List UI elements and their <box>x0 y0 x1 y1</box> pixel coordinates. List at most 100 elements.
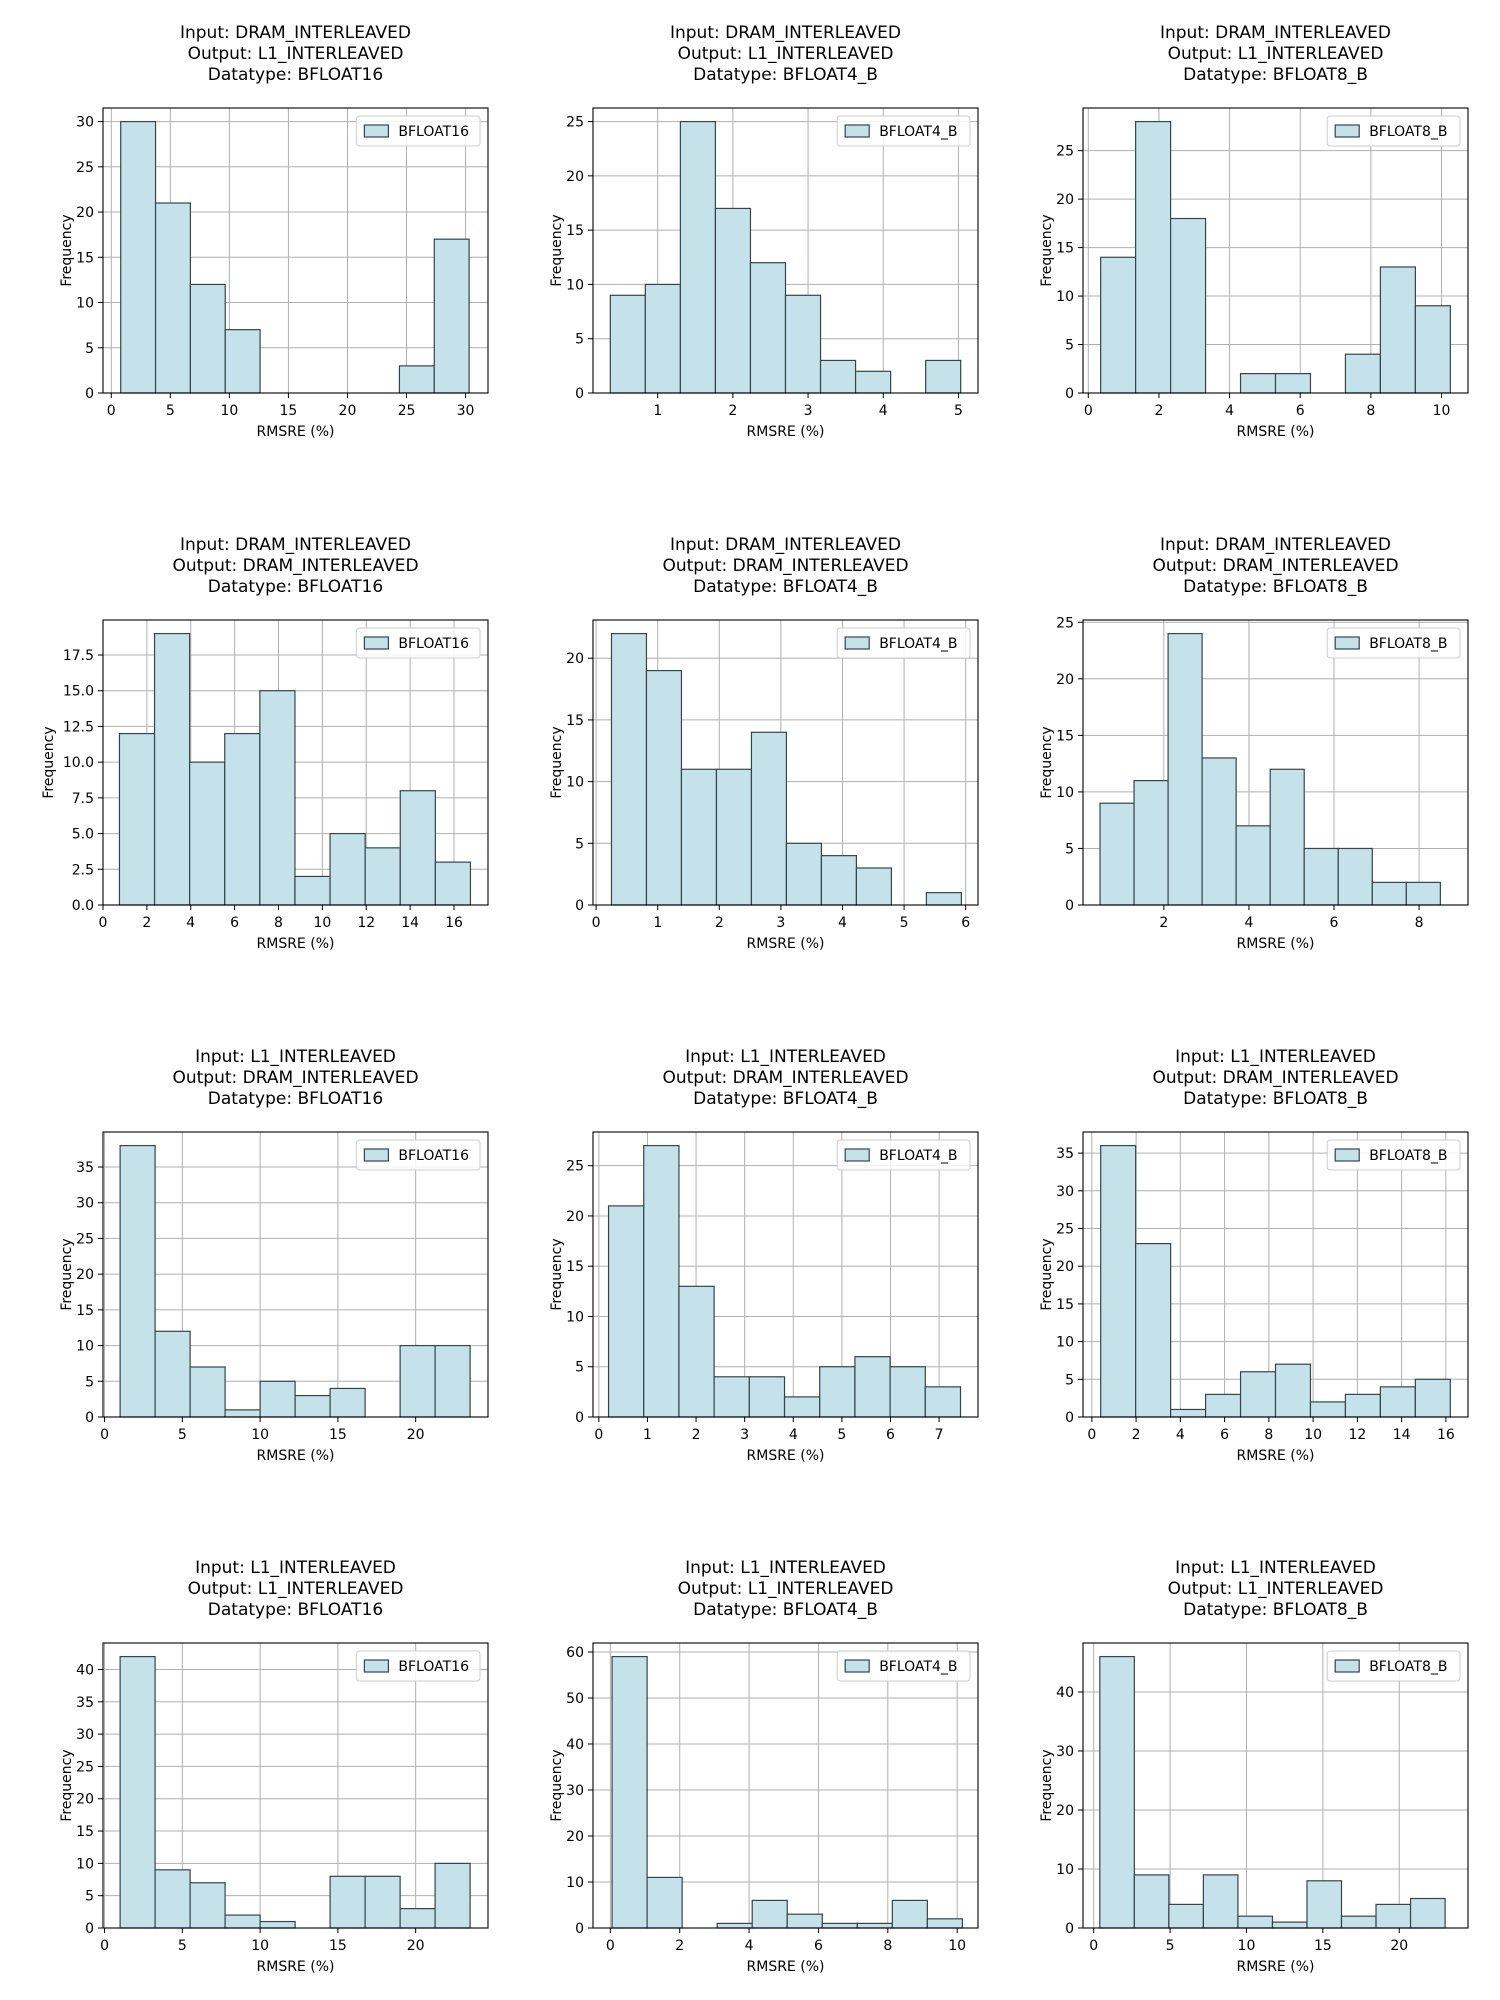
histogram-bar <box>154 1330 191 1418</box>
histogram-bar <box>819 359 857 394</box>
y-tick-label: 10 <box>76 296 94 312</box>
legend-box <box>1326 1650 1461 1682</box>
y-tick-label: 20 <box>566 1209 584 1225</box>
x-tick-label: 4 <box>1176 1427 1185 1443</box>
histogram-bar <box>154 202 191 394</box>
subplot-title-line: Datatype: BFLOAT4_B <box>693 1600 878 1620</box>
legend-box <box>836 1650 971 1682</box>
x-tick-label: 2 <box>1132 1427 1141 1443</box>
x-tick-label: 10 <box>1304 1427 1322 1443</box>
histogram-bar <box>294 1394 331 1418</box>
x-tick-label: 0 <box>100 1427 109 1443</box>
y-tick-label: 30 <box>76 115 94 131</box>
x-tick-label: 6 <box>1330 915 1339 931</box>
x-tick-label: 4 <box>838 915 847 931</box>
x-tick-label: 4 <box>1225 403 1234 419</box>
y-tick-label: 15 <box>566 1259 584 1275</box>
histogram-bar <box>1405 881 1441 906</box>
subplot-title-line: Input: L1_INTERLEAVED <box>685 1047 886 1067</box>
x-tick-label: 3 <box>740 1427 749 1443</box>
x-tick-label: 1 <box>653 915 662 931</box>
y-tick-label: 20 <box>566 651 584 667</box>
subplot-title-line: Input: DRAM_INTERLEAVED <box>180 535 411 555</box>
y-tick-label: 5 <box>575 836 584 852</box>
x-tick-label: 6 <box>230 915 239 931</box>
histogram-bar <box>609 294 646 394</box>
histogram-bar <box>926 1918 963 1929</box>
y-tick-label: 20 <box>76 205 94 221</box>
histogram-bar <box>364 847 401 906</box>
x-tick-label: 16 <box>445 915 463 931</box>
y-tick-label: 0 <box>85 1921 94 1937</box>
histogram-bar <box>329 1875 366 1929</box>
x-tick-label: 7 <box>935 1427 944 1443</box>
axes-frame <box>102 107 489 394</box>
y-tick-label: 10 <box>566 1875 584 1891</box>
y-axis-label: Frequency <box>59 1749 75 1821</box>
histogram-bar <box>1340 1915 1377 1929</box>
histogram-bar <box>679 120 717 394</box>
y-tick-label: 25 <box>76 1759 94 1775</box>
x-tick-label: 4 <box>879 403 888 419</box>
histogram-bar <box>189 1882 226 1929</box>
x-tick-label: 4 <box>789 1427 798 1443</box>
subplot-title-line: Output: L1_INTERLEAVED <box>678 44 894 64</box>
histogram-bar <box>1100 1144 1137 1418</box>
y-tick-label: 25 <box>1056 615 1074 631</box>
x-tick-label: 0 <box>592 915 601 931</box>
x-tick-label: 5 <box>954 403 963 419</box>
histogram-bar <box>1309 1401 1347 1418</box>
x-tick-label: 2 <box>1154 403 1163 419</box>
x-axis-label: RMSRE (%) <box>1237 424 1315 440</box>
y-axis-label: Frequency <box>549 1749 565 1821</box>
histogram-bar <box>1274 1363 1312 1418</box>
y-tick-label: 10 <box>566 277 584 293</box>
y-axis-label: Frequency <box>1039 214 1055 286</box>
histogram-bar <box>607 1205 645 1418</box>
x-tick-label: 6 <box>1220 1427 1229 1443</box>
x-tick-label: 2 <box>675 1938 684 1954</box>
x-tick-label: 2 <box>715 915 724 931</box>
x-tick-label: 3 <box>776 915 785 931</box>
histogram-bar <box>1337 847 1373 906</box>
axes-frame <box>1082 1131 1469 1418</box>
legend-label: BFLOAT8_B <box>1369 124 1447 140</box>
axes-frame <box>1082 107 1469 394</box>
x-axis-label: RMSRE (%) <box>1237 1959 1315 1975</box>
legend-label: BFLOAT8_B <box>1369 1659 1447 1675</box>
y-tick-label: 10 <box>566 1309 584 1325</box>
legend-swatch <box>844 124 870 138</box>
y-tick-label: 10 <box>76 1339 94 1355</box>
y-tick-label: 15 <box>1056 728 1074 744</box>
histogram-bar <box>854 370 892 394</box>
legend-label: BFLOAT16 <box>398 636 469 652</box>
y-tick-label: 30 <box>76 1196 94 1212</box>
histogram-bar <box>1170 1408 1207 1418</box>
y-tick-label: 0 <box>1065 1921 1074 1937</box>
y-tick-label: 5 <box>575 332 584 348</box>
x-tick-label: 10 <box>251 1938 269 1954</box>
x-tick-label: 2 <box>142 915 151 931</box>
y-tick-label: 15 <box>1056 1297 1074 1313</box>
y-tick-label: 10 <box>1056 289 1074 305</box>
subplot-title-line: Output: DRAM_INTERLEAVED <box>172 1068 418 1088</box>
histogram-bar <box>224 1914 261 1929</box>
legend-box <box>836 1139 971 1171</box>
y-tick-label: 30 <box>1056 1184 1074 1200</box>
subplot-title-line: Datatype: BFLOAT4_B <box>693 65 878 85</box>
x-tick-label: 4 <box>186 915 195 931</box>
x-axis-label: RMSRE (%) <box>257 936 335 952</box>
y-tick-label: 5.0 <box>72 827 94 843</box>
histogram-bar <box>715 768 753 906</box>
y-tick-label: 20 <box>1056 1259 1074 1275</box>
y-tick-label: 25 <box>1056 144 1074 160</box>
histogram-bar <box>854 1356 891 1418</box>
subplot-title-line: Input: L1_INTERLEAVED <box>1175 1047 1376 1067</box>
y-tick-label: 30 <box>1056 1744 1074 1760</box>
x-tick-label: 14 <box>401 915 419 931</box>
